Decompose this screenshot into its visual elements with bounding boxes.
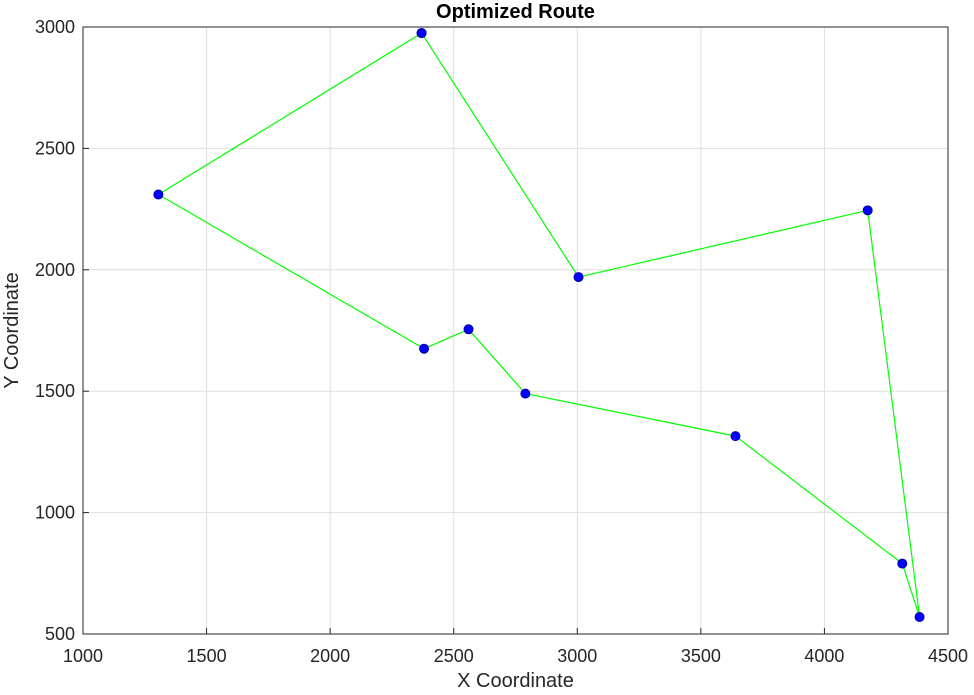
y-tick-label: 1500: [35, 381, 75, 401]
route-point: [520, 388, 531, 399]
y-axis-label: Y Coordinate: [1, 272, 23, 388]
x-tick-label: 1000: [63, 646, 103, 666]
y-tick-label: 500: [45, 624, 75, 644]
route-point: [153, 189, 164, 200]
route-line: [157, 32, 921, 618]
axis-ticks: 1000 1500 2000 2500 3000 3500 4000 450050010001…: [35, 17, 968, 666]
route-point: [862, 205, 873, 216]
x-tick-label: 3500: [681, 646, 721, 666]
chart-title: Optimized Route: [436, 1, 595, 23]
y-tick-label: 3000: [35, 17, 75, 37]
route-point: [897, 558, 908, 569]
x-tick-label: 2000: [310, 646, 350, 666]
x-tick-label: 2500: [434, 646, 474, 666]
route-point: [463, 324, 474, 335]
y-tick-label: 2000: [35, 260, 75, 280]
y-tick-label: 2500: [35, 138, 75, 158]
plot-frame: [82, 26, 949, 635]
y-tick-label: 1000: [35, 503, 75, 523]
route-point: [730, 431, 741, 442]
x-tick-label: 1500: [187, 646, 227, 666]
x-axis-label: X Coordinate: [457, 670, 574, 690]
grid: [82, 26, 949, 635]
x-tick-label: 4000: [804, 646, 844, 666]
route-layer: [153, 28, 925, 623]
x-tick-label: 3000: [557, 646, 597, 666]
route-point: [419, 343, 430, 354]
route-point: [573, 272, 584, 283]
route-point: [416, 28, 427, 39]
route-point: [914, 612, 925, 623]
x-tick-label: 4500: [928, 646, 968, 666]
